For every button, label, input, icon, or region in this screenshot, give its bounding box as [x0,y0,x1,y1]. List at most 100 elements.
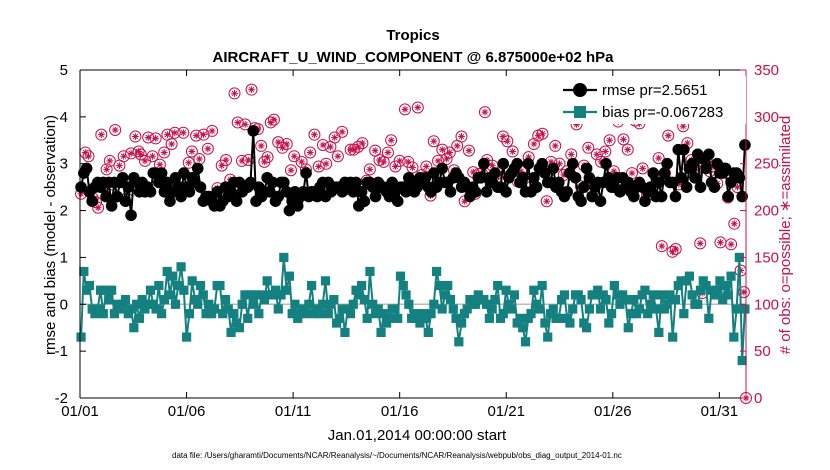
bias-point [673,280,683,291]
bias-point [548,304,558,314]
obs-assimilated-star [179,129,187,137]
bias-point [107,285,117,295]
bias-point [507,304,517,314]
bias-point [457,318,467,328]
obs-marker [185,145,198,158]
obs-assimilated-star [149,152,156,160]
obs-assimilated-star [517,167,525,175]
bias-point [151,304,161,314]
bias-point [665,290,675,300]
bias-point [668,332,678,342]
rmse-point [469,186,482,198]
bias-point [204,299,214,309]
rmse-point [400,186,412,198]
obs-assimilated-star [257,142,265,150]
obs-assimilated-star [655,154,663,162]
bias-point [134,313,144,323]
rmse-point [278,176,290,189]
bias-point [84,280,94,291]
obs-marker [100,163,113,176]
obs-assimilated-star [446,149,454,156]
obs-possible-circle [363,163,376,176]
bias-point [498,309,508,319]
rmse-point [153,176,165,189]
rmse-point [700,162,712,175]
bias-point [462,304,472,314]
bias-point [584,304,594,314]
rmse-point [105,200,118,212]
bias-point [640,285,650,295]
obs-assimilated-star [163,131,171,139]
rmse-point [536,157,548,170]
obs-possible-circle [280,138,293,151]
obs-marker [190,129,203,142]
obs-assimilated-star [298,158,306,166]
rmse-point [600,157,612,170]
bias-point [301,309,311,319]
bias-point [604,318,614,328]
obs-possible-circle [393,154,406,167]
obs-assimilated-star [727,240,735,248]
bias-point [495,313,506,323]
obs-marker [356,137,369,150]
obs-assimilated-star [525,153,533,161]
bias-point [590,290,600,300]
obs-possible-circle [146,150,159,163]
obs-possible-circle [261,151,274,164]
bias-point [715,276,725,286]
bias-point [309,309,319,319]
bias-point [268,290,278,300]
obs-marker [381,146,394,159]
bias-point [526,309,536,319]
obs-assimilated-star [106,157,114,165]
legend-bias-marker [574,106,586,118]
obs-marker [694,237,707,250]
obs-marker [501,135,514,148]
bias-point [626,309,636,319]
bias-point [207,309,217,319]
legend-box [556,76,746,124]
bias-point [482,299,492,309]
obs-possible-circle [264,116,277,129]
rmse-point [369,190,382,203]
rmse-point [578,181,590,193]
chart-subtitle: AIRCRAFT_U_WIND_COMPONENT @ 6.875000e+02… [213,49,615,66]
bias-point [659,304,669,314]
bias-point [143,299,153,309]
obs-possible-circle [582,141,595,154]
obs-possible-circle [95,128,108,141]
obs-assimilated-star [358,139,366,147]
obs-possible-circle [443,146,456,159]
obs-possible-circle [478,106,491,119]
obs-marker [201,142,214,155]
bias-point [118,299,128,309]
bias-point [368,299,378,309]
obs-possible-circle [536,127,549,140]
obs-assimilated-star [111,126,119,134]
obs-marker [197,128,210,141]
bias-point [557,295,567,305]
obs-possible-circle [134,148,147,161]
obs-marker [462,144,475,157]
obs-assimilated-star [208,127,216,135]
obs-assimilated-star [672,245,680,253]
rmse-point [553,176,565,189]
obs-marker [95,128,108,141]
bias-point [398,280,408,291]
obs-assimilated-star [97,131,105,139]
bias-point [473,290,483,300]
bias-point [648,290,658,300]
obs-assimilated-star [396,157,404,165]
obs-marker [308,128,321,141]
obs-possible-circle [728,217,741,230]
rmse-point [703,148,715,161]
bias-point [607,309,617,319]
bias-point [193,299,203,309]
obs-marker [427,135,440,148]
obs-assimilated-star [160,149,168,156]
rmse-point [172,181,185,193]
bias-point [682,276,692,286]
obs-assimilated-star [422,163,430,170]
obs-assimilated-star [127,150,135,157]
